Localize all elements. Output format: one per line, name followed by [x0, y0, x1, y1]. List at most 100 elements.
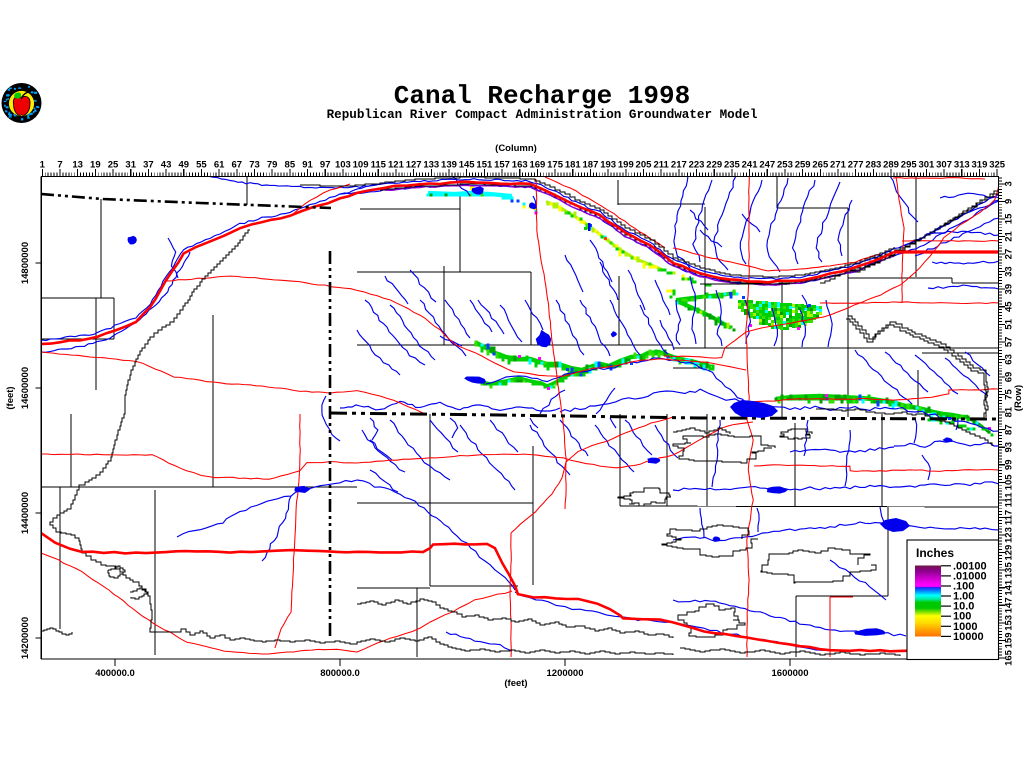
svg-text:199: 199 — [618, 160, 634, 171]
svg-text:133: 133 — [423, 160, 439, 171]
svg-text:265: 265 — [812, 160, 829, 171]
svg-text:57: 57 — [1004, 337, 1015, 348]
svg-text:289: 289 — [883, 160, 899, 171]
svg-text:159: 159 — [1004, 632, 1015, 648]
svg-text:277: 277 — [848, 160, 864, 171]
svg-text:139: 139 — [441, 160, 457, 171]
svg-text:1600000: 1600000 — [772, 668, 809, 679]
svg-text:14600000: 14600000 — [20, 367, 31, 409]
svg-text:19: 19 — [90, 160, 101, 171]
svg-text:100: 100 — [953, 611, 971, 623]
svg-text:37: 37 — [143, 160, 154, 171]
svg-text:117: 117 — [1004, 510, 1015, 525]
svg-text:187: 187 — [583, 160, 599, 171]
svg-text:1200000: 1200000 — [547, 668, 584, 679]
svg-text:217: 217 — [671, 160, 687, 171]
svg-text:33: 33 — [1004, 266, 1015, 277]
svg-text:151: 151 — [476, 160, 493, 171]
svg-text:85: 85 — [285, 160, 296, 171]
svg-text:211: 211 — [654, 160, 670, 171]
svg-text:.00100: .00100 — [953, 560, 987, 572]
svg-text:135: 135 — [1004, 562, 1015, 579]
svg-text:10000: 10000 — [953, 631, 984, 643]
svg-text:93: 93 — [1004, 442, 1015, 453]
svg-text:181: 181 — [565, 160, 582, 171]
svg-text:141: 141 — [1004, 579, 1015, 596]
svg-text:14800000: 14800000 — [20, 242, 31, 284]
svg-text:235: 235 — [724, 160, 741, 171]
svg-text:55: 55 — [196, 160, 207, 171]
svg-text:45: 45 — [1004, 301, 1015, 312]
svg-text:81: 81 — [1004, 406, 1015, 417]
svg-text:(feet): (feet) — [504, 678, 527, 689]
svg-text:123: 123 — [1004, 527, 1015, 543]
svg-text:99: 99 — [1004, 460, 1015, 471]
svg-text:169: 169 — [529, 160, 545, 171]
svg-text:253: 253 — [777, 160, 793, 171]
svg-text:15: 15 — [1004, 213, 1015, 224]
svg-text:(Row): (Row) — [1013, 385, 1024, 411]
svg-text:14200000: 14200000 — [20, 617, 31, 659]
svg-text:.100: .100 — [953, 580, 974, 592]
svg-text:63: 63 — [1004, 354, 1015, 365]
svg-text:51: 51 — [1004, 318, 1015, 329]
svg-text:111: 111 — [1004, 492, 1015, 508]
svg-text:103: 103 — [335, 160, 351, 171]
svg-text:193: 193 — [600, 160, 616, 171]
svg-text:31: 31 — [125, 160, 136, 171]
svg-text:325: 325 — [989, 160, 1006, 171]
svg-text:241: 241 — [742, 160, 759, 171]
svg-text:1.00: 1.00 — [953, 591, 974, 603]
svg-text:67: 67 — [232, 160, 243, 171]
svg-text:800000.0: 800000.0 — [320, 668, 360, 679]
svg-text:301: 301 — [918, 160, 935, 171]
svg-text:10.0: 10.0 — [953, 601, 974, 613]
svg-text:271: 271 — [830, 160, 847, 171]
svg-text:165: 165 — [1004, 649, 1015, 666]
svg-text:79: 79 — [267, 160, 278, 171]
svg-text:(feet): (feet) — [5, 386, 16, 409]
svg-text:129: 129 — [1004, 545, 1015, 561]
svg-text:91: 91 — [302, 160, 313, 171]
svg-text:.01000: .01000 — [953, 570, 987, 582]
svg-text:61: 61 — [214, 160, 225, 171]
svg-text:25: 25 — [108, 160, 119, 171]
svg-text:283: 283 — [865, 160, 881, 171]
svg-text:14400000: 14400000 — [20, 492, 31, 534]
svg-text:1000: 1000 — [953, 621, 977, 633]
svg-text:105: 105 — [1004, 474, 1015, 491]
svg-text:Republican River Compact Admin: Republican River Compact Administration … — [327, 108, 758, 122]
svg-text:1: 1 — [40, 160, 46, 171]
svg-text:21: 21 — [1004, 230, 1015, 241]
svg-text:295: 295 — [901, 160, 918, 171]
svg-text:319: 319 — [972, 160, 988, 171]
svg-text:229: 229 — [706, 160, 722, 171]
svg-text:313: 313 — [954, 160, 970, 171]
svg-text:(Column): (Column) — [495, 143, 537, 154]
svg-text:175: 175 — [547, 160, 564, 171]
svg-text:157: 157 — [494, 160, 510, 171]
svg-text:163: 163 — [512, 160, 528, 171]
svg-text:115: 115 — [371, 160, 387, 171]
svg-text:109: 109 — [353, 160, 369, 171]
svg-text:27: 27 — [1004, 249, 1015, 260]
svg-text:97: 97 — [320, 160, 331, 171]
svg-text:259: 259 — [795, 160, 811, 171]
svg-text:87: 87 — [1004, 424, 1015, 435]
svg-text:7: 7 — [57, 160, 62, 171]
svg-text:75: 75 — [1004, 389, 1015, 400]
svg-text:Inches: Inches — [916, 546, 954, 560]
svg-text:13: 13 — [72, 160, 83, 171]
svg-text:49: 49 — [178, 160, 189, 171]
svg-text:153: 153 — [1004, 615, 1015, 631]
svg-text:3: 3 — [1004, 181, 1015, 186]
svg-text:121: 121 — [388, 160, 405, 171]
svg-text:Canal Recharge 1998: Canal Recharge 1998 — [394, 81, 690, 111]
svg-text:9: 9 — [1004, 199, 1015, 204]
svg-text:39: 39 — [1004, 284, 1015, 295]
svg-text:73: 73 — [249, 160, 260, 171]
svg-text:223: 223 — [689, 160, 705, 171]
svg-text:43: 43 — [161, 160, 172, 171]
svg-text:127: 127 — [406, 160, 422, 171]
svg-text:147: 147 — [1004, 597, 1015, 613]
